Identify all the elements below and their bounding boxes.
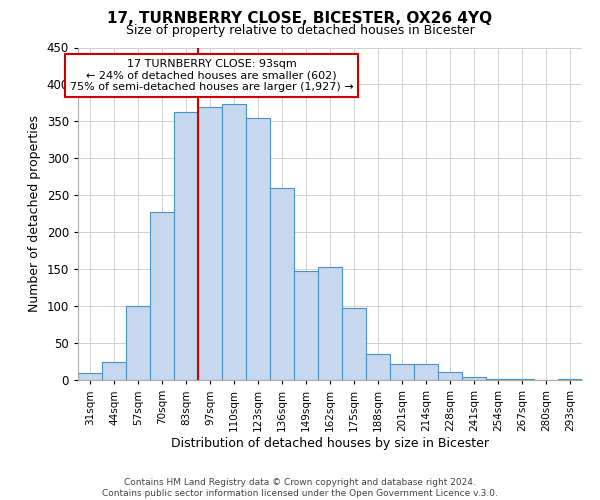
Y-axis label: Number of detached properties: Number of detached properties — [28, 116, 41, 312]
Bar — [486, 378, 510, 380]
Bar — [102, 362, 126, 380]
Bar — [366, 354, 390, 380]
Bar — [558, 378, 582, 380]
Bar — [390, 364, 414, 380]
Bar — [246, 118, 270, 380]
Text: 17 TURNBERRY CLOSE: 93sqm
← 24% of detached houses are smaller (602)
75% of semi: 17 TURNBERRY CLOSE: 93sqm ← 24% of detac… — [70, 59, 353, 92]
Bar — [78, 372, 102, 380]
Bar — [126, 306, 150, 380]
Bar — [414, 364, 438, 380]
Bar — [222, 104, 246, 380]
Bar — [150, 212, 174, 380]
Bar — [174, 112, 198, 380]
Bar — [270, 188, 294, 380]
Bar — [342, 308, 366, 380]
X-axis label: Distribution of detached houses by size in Bicester: Distribution of detached houses by size … — [171, 436, 489, 450]
Text: Contains HM Land Registry data © Crown copyright and database right 2024.
Contai: Contains HM Land Registry data © Crown c… — [102, 478, 498, 498]
Bar — [318, 267, 342, 380]
Bar — [462, 377, 486, 380]
Bar — [294, 270, 318, 380]
Text: 17, TURNBERRY CLOSE, BICESTER, OX26 4YQ: 17, TURNBERRY CLOSE, BICESTER, OX26 4YQ — [107, 11, 493, 26]
Bar — [438, 372, 462, 380]
Text: Size of property relative to detached houses in Bicester: Size of property relative to detached ho… — [125, 24, 475, 37]
Bar — [198, 106, 222, 380]
